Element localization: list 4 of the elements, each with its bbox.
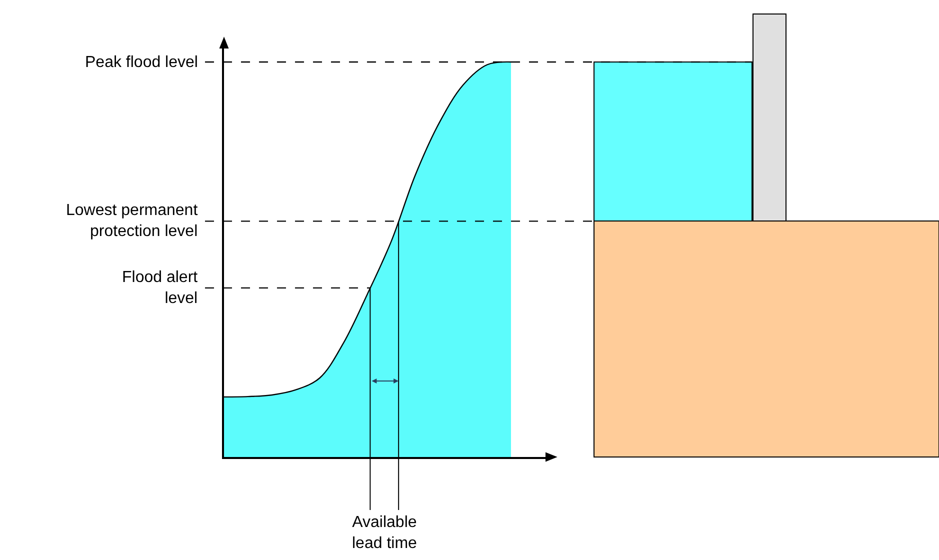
ref-line-label: Flood alert level	[122, 269, 198, 307]
text: Available lead time	[352, 514, 418, 552]
ref-line-label: Peak flood level	[85, 54, 198, 71]
ref-line-label: Lowest permanent protection level	[66, 202, 198, 240]
